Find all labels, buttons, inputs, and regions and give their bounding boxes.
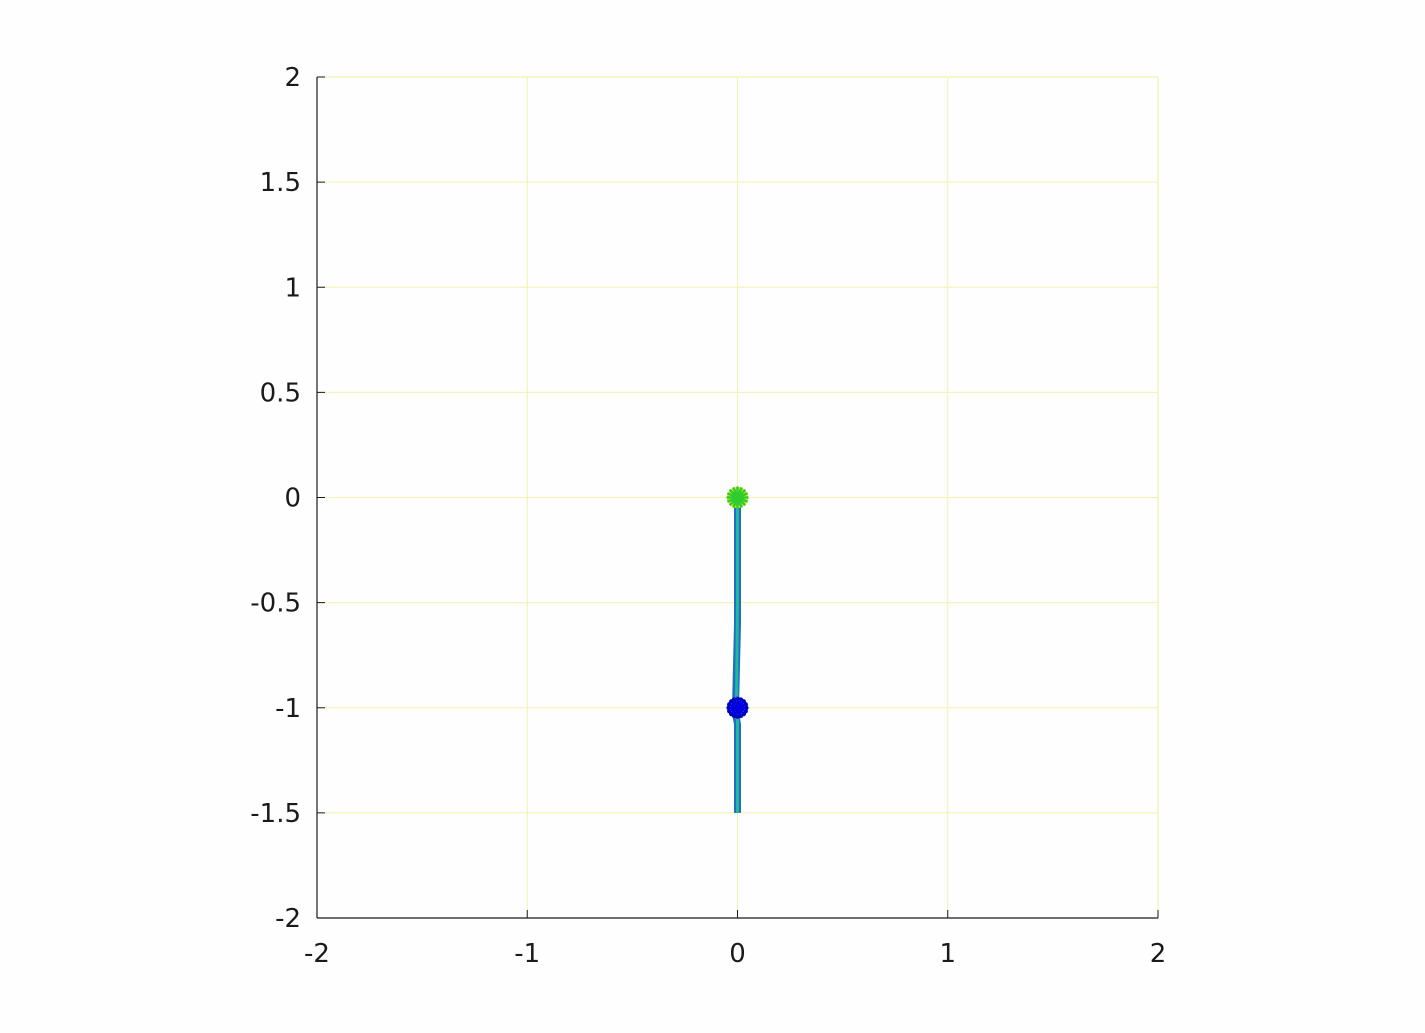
y-tick-label: 0.5 [260,378,301,408]
y-tick-label: 1 [284,273,301,303]
series-line [734,503,739,813]
x-tick-label: -1 [514,939,540,969]
data-markers [726,486,749,719]
star-marker [726,696,749,719]
x-tick-label: 2 [1150,939,1167,969]
y-tick-label: -1 [275,694,301,724]
star-marker [726,486,749,509]
y-tick-label: 1.5 [260,168,301,198]
data-series [731,503,741,813]
x-tick-label: 1 [939,939,956,969]
y-tick-label: -2 [275,904,301,934]
y-tick-label: 0 [284,484,301,514]
y-tick-label: -1.5 [250,799,301,829]
tick-labels: -2 -1 0 1 2 -2 -1.5 -1 -0.5 0 0.5 1 1.5 2 [250,63,1166,969]
x-tick-label: 0 [729,939,746,969]
y-tick-label: 2 [284,63,301,93]
y-tick-label: -0.5 [250,589,301,619]
circle-marker [727,697,748,719]
x-tick-label: -2 [304,939,330,969]
